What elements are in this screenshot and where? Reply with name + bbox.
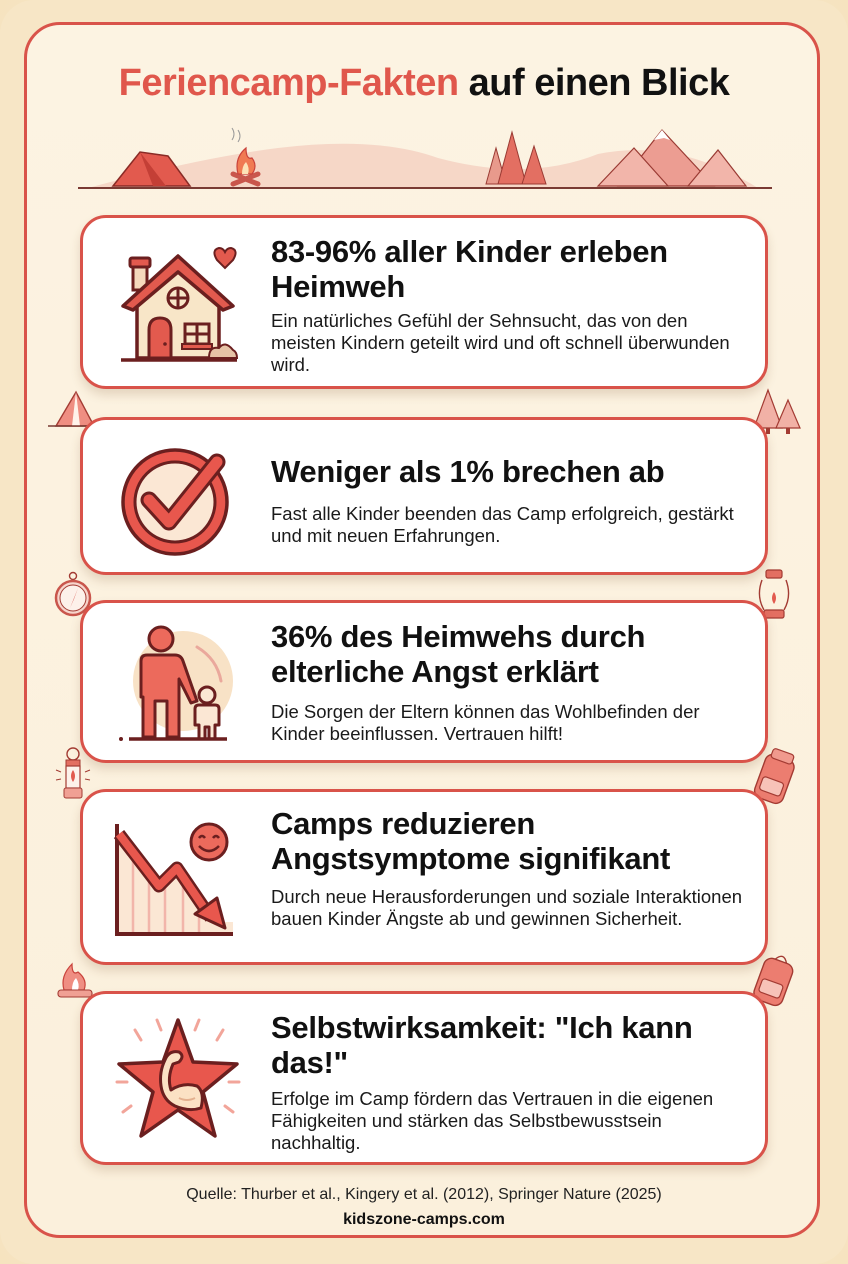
parent-child-icon [119,625,233,741]
fact-text-block: Camps reduzieren Angstsymptome signifika… [271,806,743,930]
title-accent: Feriencamp-Fakten [118,62,459,104]
lantern-icon [758,569,790,619]
title-rest: auf einen Blick [468,62,730,104]
fact-card-self-efficacy: Selbstwirksamkeit: "Ich kann das!" Erfol… [80,991,768,1165]
fact-text-block: Selbstwirksamkeit: "Ich kann das!" Erfol… [271,1010,743,1154]
fact-description: Die Sorgen der Eltern können das Wohlbef… [271,701,700,744]
house-heart-icon [121,246,239,362]
campfire-icon [57,962,93,998]
fact-card-dropout: Weniger als 1% brechen ab Fast alle Kind… [80,417,768,575]
declining-chart-smiley-icon [113,822,233,936]
fact-description: Erfolge im Camp fördern das Vertrauen in… [271,1088,714,1153]
pine-trees-icon [485,130,547,185]
pine-trees-icon [753,388,801,434]
fact-description: Durch neue Herausforderungen und soziale… [271,886,743,929]
fact-text-block: 36% des Heimwehs durch elterliche Angst … [271,619,743,745]
source-citation: Quelle: Thurber et al., Kingery et al. (… [186,1186,662,1203]
fact-title: 83-96% aller Kinder erleben Heimweh [271,234,668,304]
fact-card-parental-anxiety: 36% des Heimwehs durch elterliche Angst … [80,600,768,763]
lantern-icon [55,747,91,799]
camp-scene-illustration [78,127,772,189]
fact-description: Ein natürliches Gefühl der Sehnsucht, da… [271,310,730,375]
page-title: Feriencamp-Fakten auf einen Blick [0,62,848,105]
tent-icon [48,390,98,427]
backpack-icon [753,748,795,805]
compass-icon [54,571,92,617]
tent-icon [111,151,192,187]
star-muscle-icon [115,1018,241,1138]
campfire-icon [230,127,261,187]
mountains-icon [596,129,748,187]
fact-text-block: Weniger als 1% brechen ab Fast alle Kind… [271,454,743,547]
fact-title: Selbstwirksamkeit: "Ich kann das!" [271,1010,693,1080]
fact-text-block: 83-96% aller Kinder erleben Heimweh Ein … [271,234,743,376]
backpack-icon [753,955,794,1007]
website-link[interactable]: kidszone-camps.com [343,1211,505,1228]
fact-card-homesickness: 83-96% aller Kinder erleben Heimweh Ein … [80,215,768,389]
check-circle-icon [121,448,229,556]
fact-title: Camps reduzieren Angstsymptome signifika… [271,806,670,876]
fact-description: Fast alle Kinder beenden das Camp erfolg… [271,503,734,546]
fact-card-anxiety-reduction: Camps reduzieren Angstsymptome signifika… [80,789,768,965]
fact-title: 36% des Heimwehs durch elterliche Angst … [271,619,646,689]
fact-title: Weniger als 1% brechen ab [271,454,665,489]
